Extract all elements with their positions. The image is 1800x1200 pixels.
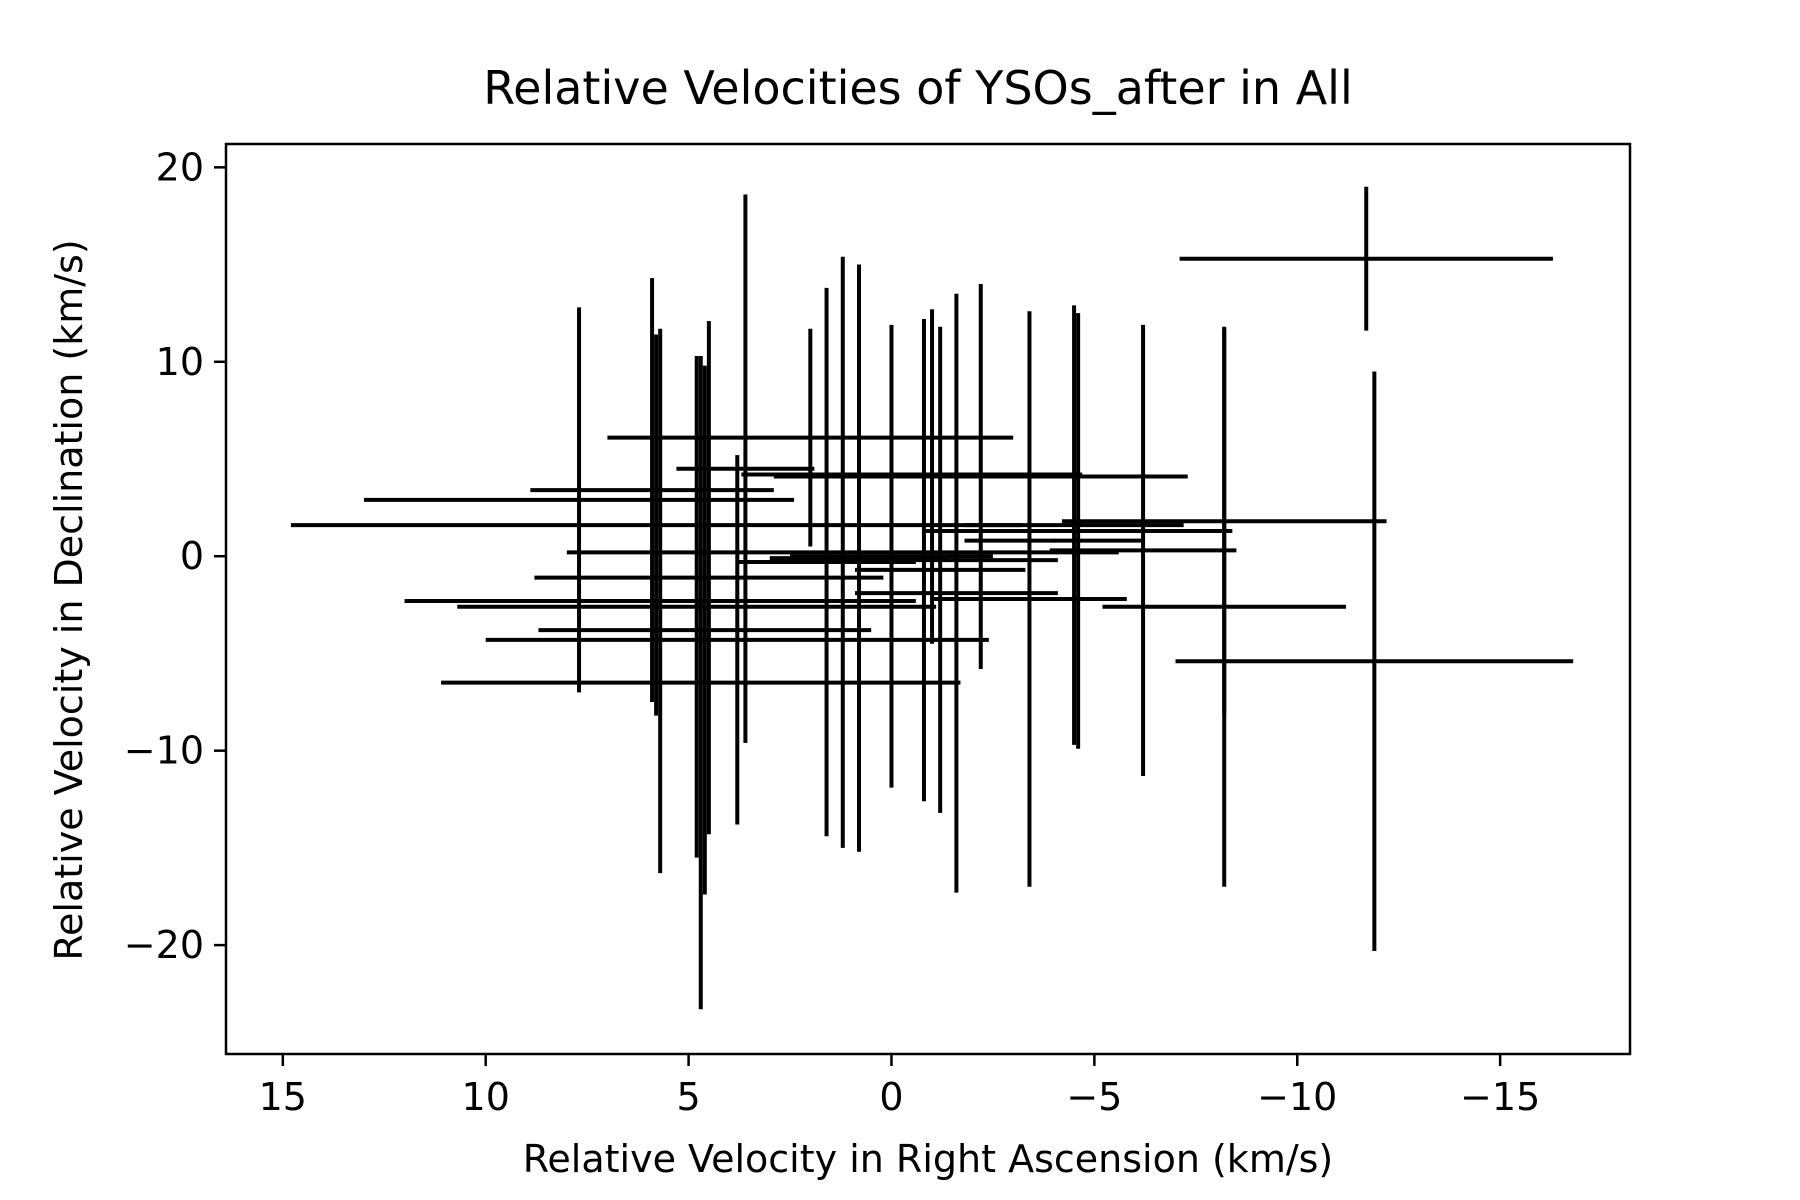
x-tick-label: 10 bbox=[462, 1075, 510, 1119]
errorbar-point bbox=[854, 293, 1058, 893]
y-tick-label: −10 bbox=[124, 729, 204, 773]
errorbar-point bbox=[441, 355, 961, 1010]
errorbar-point bbox=[854, 326, 1026, 813]
x-tick-label: −5 bbox=[1066, 1075, 1122, 1119]
errorbar-point bbox=[790, 319, 1058, 802]
x-tick-label: 5 bbox=[676, 1075, 700, 1119]
errorbar-point bbox=[566, 256, 1119, 848]
x-tick-label: 0 bbox=[879, 1075, 903, 1119]
y-axis: 20 10 0 −10 −20 bbox=[124, 145, 226, 967]
errorbar-point bbox=[485, 455, 989, 825]
plot-area bbox=[224, 142, 1632, 1056]
errorbar-point bbox=[1179, 186, 1553, 331]
errorbar-point bbox=[457, 355, 937, 858]
plot-frame bbox=[224, 142, 1632, 1056]
y-tick-label: −20 bbox=[124, 923, 204, 967]
x-axis-label: Relative Velocity in Right Ascension (km… bbox=[523, 1137, 1334, 1181]
errorbar-point bbox=[1049, 324, 1237, 776]
errorbar-point bbox=[404, 328, 916, 874]
errorbar-point bbox=[741, 472, 1083, 477]
x-tick-label: 15 bbox=[259, 1075, 307, 1119]
y-tick-label: 10 bbox=[156, 340, 204, 384]
errorbar-point bbox=[363, 307, 795, 693]
errorbar-point bbox=[538, 365, 872, 895]
errorbar-point bbox=[1102, 326, 1346, 887]
errorbar-point bbox=[1175, 371, 1574, 951]
y-tick-label: 20 bbox=[156, 145, 204, 189]
errorbar-point bbox=[923, 313, 1233, 749]
errorbar-point bbox=[932, 311, 1127, 887]
errorbar-series bbox=[290, 186, 1574, 1010]
errorbar-point bbox=[790, 324, 993, 788]
errorbar-point bbox=[607, 328, 1014, 547]
errorbar-point bbox=[964, 305, 1184, 745]
x-tick-label: −15 bbox=[1460, 1075, 1540, 1119]
errorbar-point bbox=[534, 320, 884, 835]
errorbar-point bbox=[290, 334, 1022, 716]
x-tick-label: −10 bbox=[1257, 1075, 1337, 1119]
y-axis-label: Relative Velocity in Declination (km/s) bbox=[47, 239, 91, 960]
errorbar-point bbox=[964, 538, 1144, 543]
y-tick-label: 0 bbox=[180, 534, 204, 578]
x-axis: 15 10 5 0 −5 −10 −15 bbox=[259, 1054, 1540, 1119]
errorbar-point bbox=[676, 194, 815, 743]
chart-title: Relative Velocities of YSOs_after in All bbox=[483, 61, 1353, 115]
